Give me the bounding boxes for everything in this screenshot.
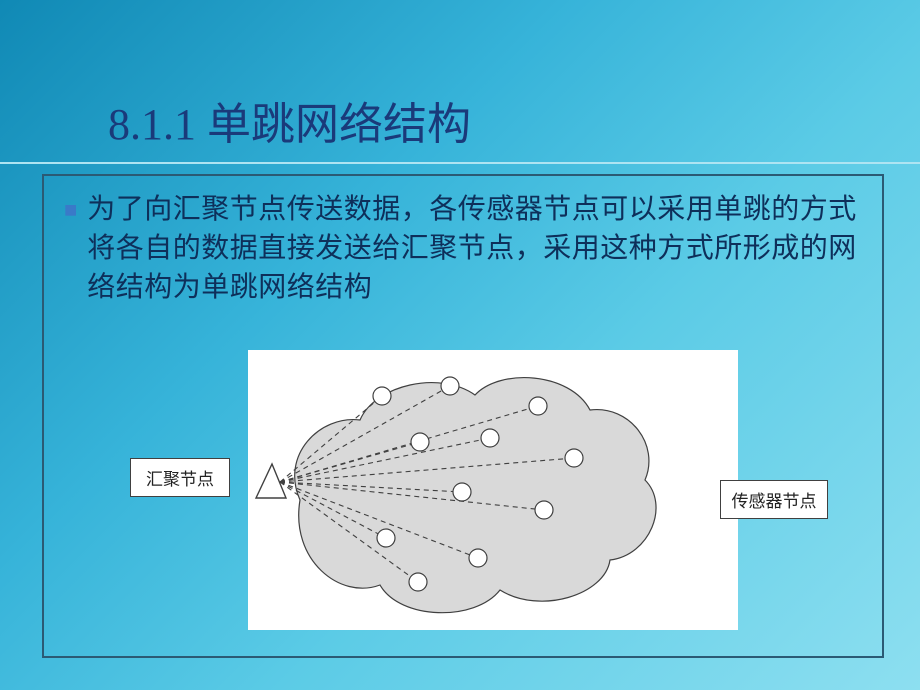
sensor-node-1 — [441, 377, 459, 395]
sensor-node-8 — [377, 529, 395, 547]
slide-title: 8.1.1 单跳网络结构 — [108, 88, 471, 152]
diagram: 汇聚节点 传感器节点 — [130, 350, 830, 640]
body-text: 为了向汇聚节点传送数据，各传感器节点可以采用单跳的方式将各自的数据直接发送给汇聚… — [87, 190, 864, 308]
sensor-node-7 — [535, 501, 553, 519]
sensor-node-3 — [411, 433, 429, 451]
sensor-node-9 — [469, 549, 487, 567]
cloud-shape — [295, 378, 656, 613]
diagram-svg — [130, 350, 830, 640]
sensor-node-0 — [373, 387, 391, 405]
sensor-node-6 — [453, 483, 471, 501]
sensor-node-2 — [529, 397, 547, 415]
sensor-node-5 — [565, 449, 583, 467]
bullet-icon: ■ — [64, 190, 77, 230]
sensor-node-10 — [409, 573, 427, 591]
title-underline — [0, 162, 920, 164]
bullet-row: ■ 为了向汇聚节点传送数据，各传感器节点可以采用单跳的方式将各自的数据直接发送给… — [62, 190, 864, 308]
sensor-node-4 — [481, 429, 499, 447]
